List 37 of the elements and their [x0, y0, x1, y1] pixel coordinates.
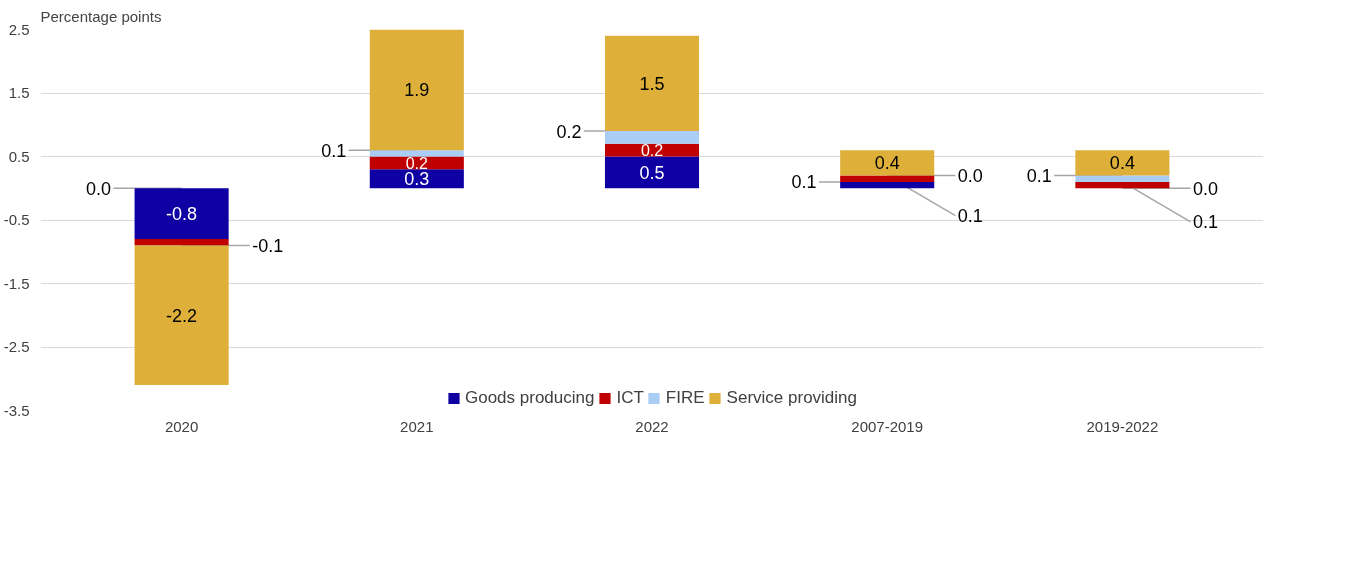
data-label: 0.2 — [640, 142, 664, 160]
y-axis-title: Percentage points — [40, 7, 162, 25]
data-label: 1.5 — [639, 73, 665, 94]
x-tick-label: 2021 — [400, 417, 434, 435]
y-tick-label: -2.5 — [3, 338, 30, 355]
annotation: -0.1 — [252, 235, 284, 256]
annotation: 0.1 — [1026, 166, 1052, 187]
x-tick-label: 2022 — [635, 417, 669, 435]
legend-label: ICT — [616, 388, 644, 408]
data-label: 0.4 — [874, 153, 900, 174]
y-tick-label: -0.5 — [3, 211, 30, 228]
legend-label: Service providing — [726, 388, 858, 408]
data-label: -2.2 — [166, 305, 198, 326]
annotation: 0.1 — [321, 140, 347, 161]
y-tick-label: -3.5 — [3, 401, 30, 419]
legend-label: Goods producing — [464, 388, 595, 408]
annotation: 0.0 — [957, 166, 983, 187]
annotation: 0.2 — [556, 121, 582, 142]
y-tick-label: 0.5 — [8, 147, 30, 165]
annotation: 0.0 — [86, 178, 112, 199]
x-tick-label: 2019-2022 — [1086, 417, 1159, 435]
annotation: 0.1 — [791, 172, 817, 193]
y-tick-label: -1.5 — [3, 274, 30, 292]
annotation: 0.0 — [1192, 178, 1218, 199]
x-tick-label: 2007-2019 — [851, 417, 924, 435]
data-label: 0.3 — [404, 169, 430, 190]
annotation: 0.1 — [957, 206, 983, 227]
data-label: 1.9 — [404, 80, 430, 101]
y-tick-label: 2.5 — [8, 20, 30, 38]
x-tick-label: 2020 — [164, 417, 199, 435]
data-label: -0.8 — [166, 204, 198, 225]
data-label: 0.2 — [405, 154, 429, 172]
y-tick-label: 1.5 — [8, 84, 30, 101]
data-label: 0.4 — [1109, 153, 1135, 174]
data-label: 0.5 — [639, 162, 665, 183]
annotation: 0.1 — [1192, 212, 1218, 233]
legend-label: FIRE — [665, 388, 705, 408]
